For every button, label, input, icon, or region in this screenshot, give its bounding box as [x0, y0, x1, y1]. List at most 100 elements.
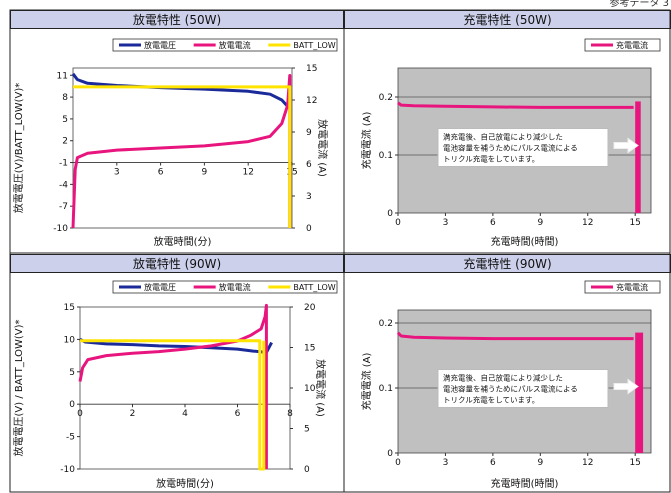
x-axis-title: 充電時間(時間) — [491, 477, 559, 490]
legend-box — [112, 280, 338, 294]
y2-tick-label: 20 — [304, 303, 316, 313]
y-axis-title: 充電電流 (A) — [360, 352, 373, 410]
corner-label: 参考データ 3 — [609, 0, 669, 9]
y2-tick-label: 10 — [304, 384, 316, 394]
y2-tick-label: 15 — [304, 344, 315, 354]
chart-1: 0 0.1 0.2 0 3 6 9 12 15 充電時間(時間) 充電電流 (A) 満充電後、自己放電… — [360, 38, 661, 248]
y-tick-label: -5 — [66, 433, 75, 443]
x-tick-label: 15 — [629, 218, 640, 228]
y-tick-label: 0 — [387, 449, 393, 459]
annotation-line: 満充電後、自己放電により減少した — [443, 373, 563, 383]
x-tick-label: 15 — [286, 168, 297, 178]
pulse-charge-band — [635, 332, 644, 453]
legend-label: BATT_LOW — [293, 283, 335, 292]
y2-axis-title: 放電電流 (A) — [314, 359, 327, 417]
series-line-放電電圧 — [79, 338, 273, 354]
x-axis-title: 充電時間(時間) — [491, 235, 559, 248]
y2-tick-label: 3 — [306, 192, 312, 202]
y-tick-label: -10 — [53, 224, 68, 234]
y-tick-label: 0 — [387, 209, 393, 219]
x-tick-label: 6 — [235, 409, 241, 419]
annotation-arrow-icon — [613, 137, 639, 154]
series-line-放電電流 — [71, 74, 292, 229]
pulse-charge-band — [635, 101, 641, 213]
y2-tick-label: 6 — [306, 160, 312, 170]
legend-label: 充電電流 — [616, 282, 648, 292]
x-tick-label: 9 — [202, 168, 208, 178]
legend-label: BATT_LOW — [293, 41, 335, 50]
y2-tick-label: 9 — [306, 128, 312, 138]
legend-label: 充電電流 — [616, 40, 648, 50]
y2-axis-title: 放電電流 (A) — [316, 119, 329, 177]
legend-box — [584, 280, 661, 294]
y-tick-label: 5 — [69, 368, 75, 378]
x-axis-title: 放電時間(分) — [156, 477, 214, 490]
x-tick-label: 0 — [395, 218, 401, 228]
x-tick-label: 12 — [582, 458, 593, 468]
x-tick-label: 9 — [537, 458, 543, 468]
x-tick-label: 9 — [537, 218, 543, 228]
chart-3: 0 0.1 0.2 0 3 6 9 12 15 充電時間(時間) 充電電流 (A) 満充電後、自己放電… — [360, 280, 661, 490]
x-tick-label: 0 — [77, 409, 83, 419]
x-tick-label: 6 — [158, 168, 164, 178]
annotation-line: トリクル充電をしています。 — [443, 154, 539, 164]
y2-tick-label: 5 — [304, 425, 310, 435]
title-charge-90w: 充電特性 (90W) — [344, 254, 671, 273]
x-tick-label: 12 — [242, 168, 253, 178]
y-axis-title: 充電電流 (A) — [360, 111, 373, 169]
y-axis-title: 放電電圧(V) / BATT_LOW(V)* — [12, 320, 25, 457]
y-tick-label: 15 — [64, 303, 75, 313]
y-tick-label: 0.1 — [379, 151, 393, 161]
y-axis-title: 放電電圧(V)/BATT_LOW(V)* — [12, 83, 25, 214]
annotation-line: 電池容量を補うためにパルス電流による — [443, 143, 578, 153]
x-tick-label: 15 — [629, 458, 640, 468]
series-line-放電電流 — [78, 303, 268, 469]
series-line-充電電流 — [397, 101, 634, 109]
y2-tick-label: 15 — [306, 64, 317, 74]
x-tick-label: 6 — [490, 458, 496, 468]
series-line-BATT_LOW — [80, 339, 266, 471]
y-tick-label: 0.2 — [379, 93, 393, 103]
x-tick-label: 3 — [114, 168, 120, 178]
x-tick-label: 3 — [443, 218, 449, 228]
y-tick-label: 0.2 — [379, 319, 393, 329]
y-tick-label: 2 — [62, 137, 68, 147]
y-tick-label: 11 — [57, 71, 68, 81]
legend-box — [584, 38, 661, 52]
x-tick-label: 4 — [182, 409, 188, 419]
x-tick-label: 12 — [582, 218, 593, 228]
y2-tick-label: 0 — [304, 465, 310, 475]
y-tick-label: -4 — [59, 180, 68, 190]
chart-2: -10 -5 0 5 10 15 0 5 10 15 20 0 2 4 6 8 放電時間(分) 放電電圧(V) /… — [12, 280, 338, 490]
legend-label: 放電電流 — [219, 40, 251, 50]
annotation-line: 満充電後、自己放電により減少した — [443, 132, 563, 142]
legend-box — [112, 38, 338, 52]
outer-border — [9, 9, 671, 493]
y-tick-label: 0 — [69, 400, 75, 410]
y-tick-label: 10 — [64, 335, 76, 345]
x-axis-title: 放電時間(分) — [154, 235, 212, 248]
annotation-line: トリクル充電をしています。 — [443, 395, 539, 405]
legend-label: 放電電圧 — [144, 40, 176, 50]
annotation-box — [437, 369, 609, 408]
legend-label: 放電電流 — [219, 282, 251, 292]
x-tick-label: 8 — [287, 409, 293, 419]
y2-tick-label: 0 — [306, 224, 312, 234]
legend-label: 放電電圧 — [144, 282, 176, 292]
y-tick-label: 8 — [62, 93, 68, 103]
y-tick-label: -10 — [60, 465, 75, 475]
series-line-充電電流 — [396, 331, 634, 341]
x-tick-label: 3 — [443, 458, 449, 468]
y-tick-label: 5 — [62, 115, 68, 125]
y-tick-label: -1 — [59, 159, 68, 169]
x-tick-label: 2 — [130, 409, 136, 419]
y-tick-label: -7 — [59, 202, 68, 212]
y2-tick-label: 12 — [306, 96, 317, 106]
x-tick-label: 0 — [395, 458, 401, 468]
y-tick-label: 0.1 — [379, 384, 393, 394]
x-tick-label: 6 — [490, 218, 496, 228]
annotation-box — [437, 128, 609, 167]
series-line-BATT_LOW — [73, 85, 292, 228]
